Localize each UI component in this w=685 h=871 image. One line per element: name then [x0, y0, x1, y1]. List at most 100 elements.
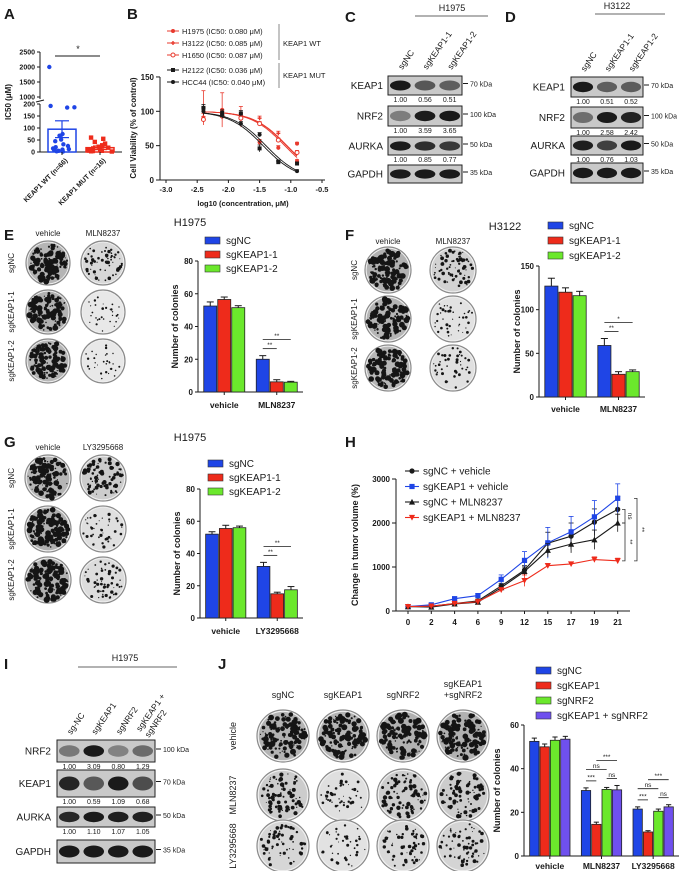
colony — [118, 474, 121, 477]
colony — [32, 541, 36, 546]
y-tick-label: 40 — [510, 765, 519, 774]
colony — [351, 747, 354, 750]
colony — [444, 305, 446, 307]
colony — [53, 539, 56, 542]
colony — [385, 274, 387, 277]
legend-swatch — [204, 264, 221, 273]
colony — [328, 716, 333, 721]
colony — [48, 250, 54, 256]
colony — [440, 735, 445, 740]
colony-plate — [364, 344, 412, 392]
colony — [105, 371, 108, 374]
colony — [260, 794, 264, 798]
colony — [47, 481, 53, 486]
colony — [297, 745, 302, 750]
colony — [417, 743, 420, 746]
colony — [412, 774, 415, 776]
colony — [419, 744, 425, 749]
colony — [61, 358, 65, 362]
colony — [106, 353, 108, 355]
colony — [98, 597, 100, 599]
colony — [414, 848, 417, 851]
colony — [37, 484, 39, 487]
colony — [48, 327, 53, 331]
colony — [95, 317, 97, 319]
triangle-down-marker — [591, 556, 598, 563]
significance-label: ns — [626, 513, 633, 521]
circle-marker — [238, 121, 243, 126]
colony — [87, 483, 90, 486]
colony — [388, 810, 392, 814]
legend-label: sgKEAP1 + vehicle — [423, 482, 509, 493]
colony — [104, 269, 106, 272]
colony — [398, 304, 403, 310]
colony — [359, 740, 362, 743]
plate-background — [431, 346, 475, 390]
colony — [93, 299, 97, 302]
colony — [37, 582, 43, 588]
colony — [436, 319, 439, 323]
colony — [398, 377, 402, 380]
x-tick-label: 17 — [567, 618, 576, 627]
colony — [269, 783, 274, 788]
colony — [94, 564, 97, 566]
colony — [334, 728, 339, 733]
colony — [279, 742, 282, 745]
colony — [445, 844, 448, 847]
colony — [271, 792, 275, 796]
colony — [87, 272, 90, 275]
kda-marker-label: 70 kDa — [163, 780, 185, 787]
colony — [385, 283, 387, 286]
colony — [43, 258, 49, 263]
colony-assay-J: sgNC sgKEAP1 sgNRF2sgKEAP1+sgNRF2vehicleML… — [228, 679, 490, 871]
colony — [473, 828, 475, 830]
colony — [391, 286, 395, 290]
colony — [266, 839, 270, 843]
colony — [48, 364, 51, 367]
colony — [419, 807, 423, 810]
colony — [272, 737, 278, 743]
colony — [393, 256, 397, 260]
colony — [398, 354, 402, 357]
colony — [440, 368, 443, 371]
colony — [40, 257, 43, 260]
colony — [27, 572, 32, 578]
colony — [281, 809, 283, 812]
colony — [271, 847, 274, 850]
colony — [94, 585, 97, 587]
colony — [47, 292, 51, 295]
colony — [374, 329, 376, 331]
colony — [396, 750, 398, 753]
square-marker — [568, 529, 574, 535]
y-axis-label: Change in tumor volume (%) — [350, 484, 360, 606]
colony — [345, 837, 349, 840]
colony — [85, 535, 88, 537]
colony — [303, 842, 307, 846]
colony — [453, 278, 456, 280]
y-tick-label: 80 — [186, 485, 195, 494]
colony — [465, 368, 468, 371]
colony — [38, 313, 41, 317]
colony — [65, 536, 68, 539]
colony — [57, 484, 63, 490]
panel-label-E: E — [4, 227, 14, 244]
colony — [47, 301, 50, 304]
protein-band — [389, 80, 411, 91]
colony — [474, 719, 480, 724]
colony — [36, 346, 40, 350]
colony — [47, 475, 52, 479]
colony — [87, 253, 90, 255]
colony-plate — [80, 289, 126, 335]
colony — [404, 265, 409, 269]
significance-label: ** — [638, 527, 645, 533]
colony — [275, 826, 280, 830]
colony — [396, 833, 398, 836]
protein-band — [439, 169, 461, 179]
colony — [372, 309, 379, 315]
colony — [327, 785, 330, 787]
colony — [384, 383, 387, 385]
x-tick-label: -0.5 — [316, 185, 329, 194]
x-tick-label: -1.5 — [253, 185, 266, 194]
